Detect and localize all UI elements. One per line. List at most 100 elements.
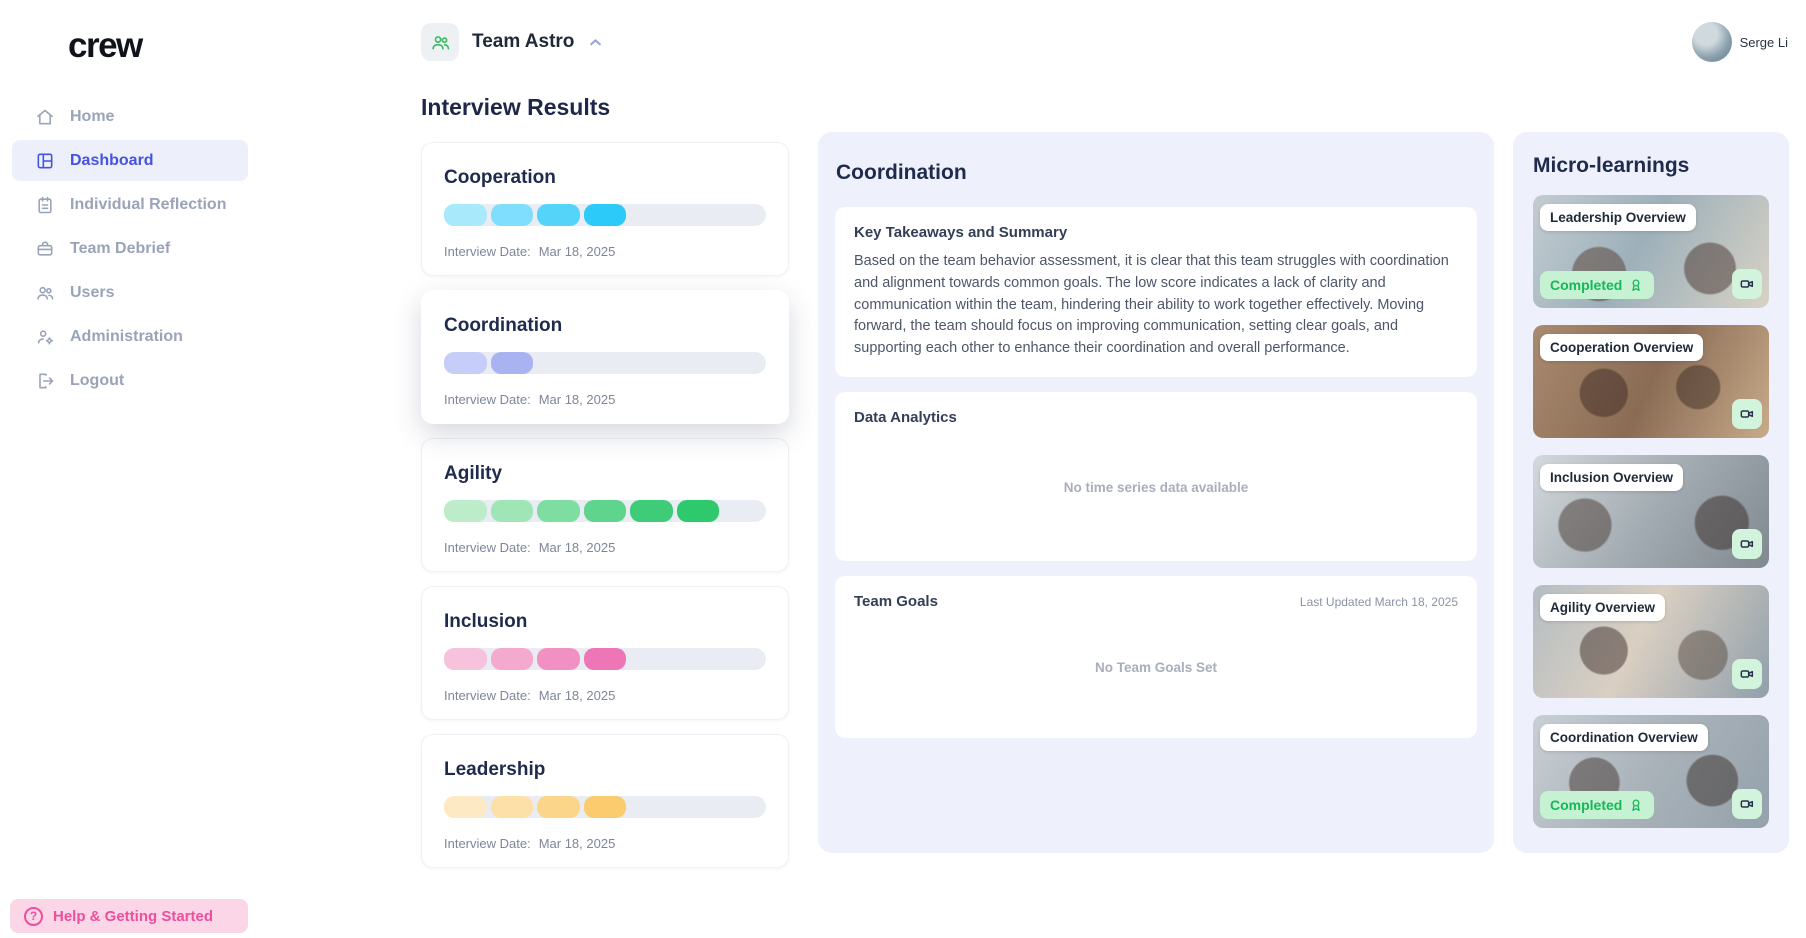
interview-result-card-coordination[interactable]: Coordination Interview Date: Mar 18, 202… [421, 290, 789, 424]
micro-learnings-title: Micro-learnings [1533, 154, 1690, 177]
avatar[interactable] [1691, 22, 1732, 62]
key-takeaways-title: Key Takeaways and Summary [854, 224, 1068, 241]
interview-result-card-leadership[interactable]: Leadership Interview Date: Mar 18, 2025 [421, 734, 789, 868]
sidebar-item-individual-reflection[interactable]: Individual Reflection [12, 184, 248, 225]
interview-date-value: Mar 18, 2025 [538, 836, 616, 851]
team-icon [421, 23, 459, 61]
progress-segment [490, 796, 534, 818]
progress-segment [723, 648, 766, 670]
interview-date-label: Interview Date: [444, 540, 531, 555]
progress-segment [537, 352, 580, 374]
progress-segment [677, 648, 720, 670]
detail-panel-title: Coordination [836, 161, 967, 184]
micro-learnings-panel: Micro-learnings Leadership Overview Comp… [1513, 132, 1789, 853]
team-goals-card: Team Goals Last Updated March 18, 2025 N… [835, 575, 1477, 738]
help-button-label: Help & Getting Started [53, 907, 214, 925]
result-card-title: Inclusion [444, 611, 528, 632]
progress-segment [537, 204, 580, 226]
interview-date-value: Mar 18, 2025 [538, 688, 616, 703]
users-icon [35, 283, 55, 303]
progress-segment [630, 204, 673, 226]
sidebar-item-administration[interactable]: Administration [12, 316, 248, 357]
progress-segment [537, 500, 580, 522]
sidebar-item-logout[interactable]: Logout [12, 360, 248, 401]
progress-segment [444, 796, 487, 818]
progress-segment [444, 500, 487, 522]
team-selector[interactable]: Team Astro [421, 23, 604, 61]
completed-badge: Completed [1540, 791, 1655, 819]
micro-learning-card-agility-overview[interactable]: Agility Overview [1533, 585, 1769, 698]
sidebar: crew Home Dashboard Individual Reflectio… [0, 0, 260, 938]
interview-date-value: Mar 18, 2025 [538, 392, 616, 407]
interview-date-value: Mar 18, 2025 [538, 244, 616, 259]
progress-segment [583, 204, 627, 226]
micro-learning-label: Leadership Overview [1540, 204, 1696, 231]
key-takeaways-card: Key Takeaways and Summary Based on the t… [835, 207, 1477, 377]
progress-segment [723, 352, 766, 374]
result-card-title: Cooperation [444, 167, 556, 188]
sidebar-nav: Home Dashboard Individual Reflection Tea… [0, 93, 260, 404]
progress-segment [490, 352, 534, 374]
video-camera-icon[interactable] [1732, 659, 1762, 689]
progress-segment [490, 204, 534, 226]
help-icon: ? [24, 906, 43, 926]
team-goals-empty-message: No Team Goals Set [1094, 659, 1218, 675]
completed-badge: Completed [1540, 271, 1655, 299]
video-camera-icon[interactable] [1732, 399, 1762, 429]
help-getting-started-button[interactable]: ? Help & Getting Started [10, 899, 248, 933]
micro-learning-card-inclusion-overview[interactable]: Inclusion Overview [1533, 455, 1769, 568]
score-bar [444, 204, 766, 226]
progress-segment [583, 500, 627, 522]
progress-segment [583, 796, 627, 818]
progress-segment [583, 648, 627, 670]
interview-date-label: Interview Date: [444, 688, 531, 703]
video-camera-icon[interactable] [1732, 529, 1762, 559]
interview-result-card-agility[interactable]: Agility Interview Date: Mar 18, 2025 [421, 438, 789, 572]
interview-results-title: Interview Results [421, 94, 611, 120]
chevron-up-icon[interactable] [587, 34, 604, 51]
logout-icon [35, 371, 55, 391]
sidebar-item-dashboard[interactable]: Dashboard [12, 140, 248, 181]
dashboard-icon [35, 151, 55, 171]
interview-result-card-cooperation[interactable]: Cooperation Interview Date: Mar 18, 2025 [421, 142, 789, 276]
score-bar [444, 500, 766, 522]
debrief-icon [35, 239, 55, 259]
reflection-icon [35, 195, 55, 215]
progress-segment [490, 500, 534, 522]
progress-segment [444, 352, 487, 374]
data-analytics-card: Data Analytics No time series data avail… [835, 391, 1477, 561]
micro-learning-card-cooperation-overview[interactable]: Cooperation Overview [1533, 325, 1769, 438]
progress-segment [723, 500, 766, 522]
progress-segment [723, 796, 766, 818]
progress-segment [677, 796, 720, 818]
progress-segment [630, 796, 673, 818]
micro-learning-card-leadership-overview[interactable]: Leadership Overview Completed [1533, 195, 1769, 308]
user-name: Serge Li [1739, 34, 1788, 50]
progress-segment [630, 648, 673, 670]
progress-segment [723, 204, 766, 226]
micro-learning-card-coordination-overview[interactable]: Coordination Overview Completed [1533, 715, 1769, 828]
interview-date-label: Interview Date: [444, 836, 531, 851]
award-icon [1628, 277, 1644, 293]
detail-panel: Coordination Key Takeaways and Summary B… [818, 132, 1494, 853]
sidebar-item-users[interactable]: Users [12, 272, 248, 313]
interview-result-card-inclusion[interactable]: Inclusion Interview Date: Mar 18, 2025 [421, 586, 789, 720]
score-bar [444, 352, 766, 374]
progress-segment [444, 204, 487, 226]
interview-results-section: Interview Results Cooperation Interview … [421, 94, 789, 882]
progress-segment [537, 796, 580, 818]
progress-segment [490, 648, 534, 670]
sidebar-item-home[interactable]: Home [12, 96, 248, 137]
progress-segment [537, 648, 580, 670]
micro-learnings-list: Leadership Overview Completed Cooperatio… [1533, 195, 1769, 828]
data-analytics-empty-message: No time series data available [1063, 479, 1249, 495]
progress-segment [677, 352, 720, 374]
brand-logo-dots-icon [35, 33, 61, 59]
user-menu[interactable]: Serge Li [1691, 22, 1788, 62]
sidebar-item-team-debrief[interactable]: Team Debrief [12, 228, 248, 269]
team-goals-last-updated: Last Updated March 18, 2025 [1299, 594, 1458, 609]
award-icon [1628, 797, 1644, 813]
video-camera-icon[interactable] [1732, 789, 1762, 819]
video-camera-icon[interactable] [1732, 269, 1762, 299]
result-card-title: Agility [444, 463, 503, 484]
